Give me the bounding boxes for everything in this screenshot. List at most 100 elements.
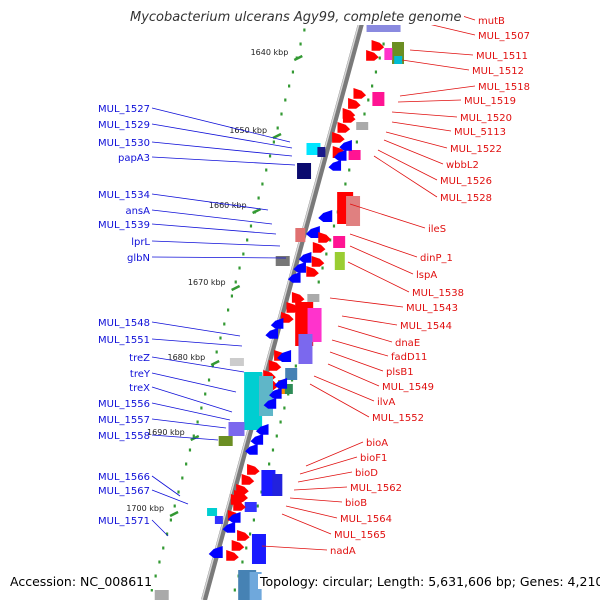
track-dot: [378, 56, 381, 60]
gene-label[interactable]: MUL_1512: [472, 66, 524, 77]
forward-arrow: [332, 132, 345, 143]
gene-label[interactable]: MUL_1534: [98, 190, 150, 201]
gene-label[interactable]: treY: [130, 369, 151, 380]
gene-label[interactable]: MUL_5113: [454, 127, 506, 138]
reverse-arrow: [227, 512, 241, 523]
gene-label[interactable]: dnaE: [395, 338, 420, 349]
track-dot: [246, 238, 249, 242]
feature-block-magenta: [372, 92, 385, 106]
gene-label[interactable]: MUL_1557: [98, 415, 150, 426]
gene-label[interactable]: nadA: [330, 546, 356, 557]
forward-arrow: [231, 540, 245, 551]
gene-label[interactable]: MUL_1520: [460, 113, 512, 124]
track-dot: [185, 462, 188, 466]
gene-label[interactable]: lspA: [416, 270, 437, 281]
gene-label[interactable]: MUL_1530: [98, 138, 150, 149]
track-dot: [355, 140, 358, 144]
forward-arrow: [348, 98, 361, 109]
gene-label[interactable]: ansA: [125, 206, 150, 217]
forward-arrow: [311, 256, 325, 267]
gene-label[interactable]: MUL_1558: [98, 431, 150, 442]
gene-label[interactable]: MUL_1549: [382, 382, 434, 393]
reverse-arrow: [339, 140, 352, 151]
reverse-arrow: [333, 150, 347, 161]
reverse-arrow: [328, 160, 342, 171]
gene-label[interactable]: MUL_1552: [372, 413, 424, 424]
gene-leader-line: [329, 351, 384, 372]
gene-label[interactable]: MUL_1507: [478, 31, 530, 42]
gene-label[interactable]: MUL_1566: [98, 472, 150, 483]
gene-label[interactable]: papA3: [118, 153, 150, 164]
map-title: Mycobacterium ulcerans Agy99, complete g…: [128, 10, 464, 25]
track-dot: [188, 448, 192, 452]
track-dot: [158, 560, 161, 564]
track-dot: [242, 252, 245, 256]
gene-label[interactable]: MUL_1522: [450, 144, 502, 155]
gene-label[interactable]: bioD: [355, 468, 378, 479]
gene-leader-line: [151, 434, 219, 441]
gene-label[interactable]: fadD11: [391, 352, 427, 363]
gene-label[interactable]: MUL_1526: [440, 176, 492, 187]
gene-leader-line: [349, 203, 426, 229]
scale-label: 1660 kbp: [209, 201, 247, 210]
gene-label[interactable]: MUL_1543: [406, 303, 458, 314]
gene-label[interactable]: treX: [129, 383, 150, 394]
track-dot: [280, 112, 283, 116]
feature-block-steel: [285, 368, 298, 380]
gene-label[interactable]: MUL_1548: [98, 318, 150, 329]
gene-label[interactable]: bioA: [366, 438, 388, 449]
feature-block-gray: [356, 122, 369, 130]
gene-label[interactable]: bioB: [345, 498, 367, 509]
gene-leader-line: [383, 139, 444, 165]
feature-block-cyan: [394, 56, 403, 64]
track-dot: [371, 84, 374, 88]
feature-block-navy: [317, 147, 326, 157]
gene-label[interactable]: MUL_1519: [464, 96, 516, 107]
gene-label[interactable]: MUL_1562: [350, 483, 402, 494]
gene-label[interactable]: MUL_1544: [400, 321, 452, 332]
track-dot: [154, 574, 157, 578]
gene-label[interactable]: MUL_1565: [334, 530, 386, 541]
track-dot: [249, 224, 253, 228]
gene-label[interactable]: MUL_1528: [440, 193, 492, 204]
scale-tick: [210, 359, 220, 367]
feature-block-steel: [249, 572, 262, 600]
track-dot: [272, 140, 275, 144]
track-dot: [275, 434, 278, 438]
scale-tick: [272, 132, 282, 140]
gene-label[interactable]: mutB: [478, 16, 505, 27]
feature-block-teal: [284, 384, 293, 394]
reverse-arrow: [222, 522, 236, 533]
gene-label[interactable]: MUL_1564: [340, 514, 392, 525]
gene-label[interactable]: ilvA: [377, 397, 395, 408]
gene-label[interactable]: MUL_1538: [412, 288, 464, 299]
gene-label[interactable]: plsB1: [386, 367, 414, 378]
track-dot: [294, 364, 297, 368]
track-dot: [245, 546, 248, 550]
gene-label[interactable]: MUL_1551: [98, 335, 150, 346]
track-dot: [283, 406, 286, 410]
track-dot: [150, 588, 153, 592]
gene-label[interactable]: MUL_1511: [476, 51, 528, 62]
gene-label[interactable]: wbbL2: [446, 160, 479, 171]
gene-label[interactable]: MUL_1556: [98, 399, 150, 410]
feature-block-magenta: [384, 48, 393, 60]
gene-label[interactable]: glbN: [127, 253, 150, 264]
gene-label[interactable]: MUL_1518: [478, 82, 530, 93]
gene-label[interactable]: treZ: [129, 353, 150, 364]
gene-label[interactable]: ileS: [428, 224, 446, 235]
track-dot: [299, 42, 302, 46]
gene-leader-line: [281, 513, 332, 535]
forward-arrow: [306, 266, 319, 277]
gene-leader-line: [331, 339, 389, 357]
gene-label[interactable]: MUL_1527: [98, 104, 150, 115]
gene-label[interactable]: MUL_1571: [98, 516, 150, 527]
gene-label[interactable]: MUL_1539: [98, 220, 150, 231]
gene-label[interactable]: MUL_1567: [98, 486, 150, 497]
gene-label[interactable]: lprL: [131, 237, 150, 248]
gene-label[interactable]: bioF1: [360, 453, 387, 464]
gene-label[interactable]: dinP_1: [420, 253, 453, 264]
gene-label[interactable]: MUL_1529: [98, 120, 150, 131]
gene-leader-line: [397, 99, 462, 103]
